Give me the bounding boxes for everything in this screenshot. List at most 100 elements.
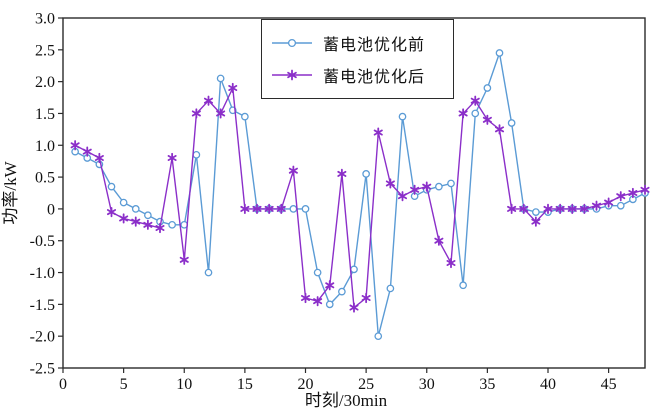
data-point-asterisk (143, 219, 153, 230)
data-point-asterisk (616, 191, 626, 202)
x-tick-label: 10 (176, 376, 192, 393)
data-point-asterisk (410, 184, 420, 195)
y-tick-label: 1.5 (35, 106, 55, 123)
data-point-circle (119, 198, 128, 207)
data-point-asterisk (543, 203, 553, 215)
data-point-asterisk (313, 296, 323, 307)
data-point-asterisk (579, 203, 589, 215)
data-point-asterisk (397, 191, 408, 202)
data-point-asterisk (531, 216, 541, 227)
data-point-asterisk (434, 235, 444, 246)
x-tick-label: 0 (59, 376, 67, 393)
data-point-circle (495, 49, 504, 57)
data-point-asterisk (591, 200, 602, 211)
y-axis-title: 功率/kW (1, 160, 20, 224)
data-point-asterisk (216, 108, 226, 119)
data-point-asterisk (70, 140, 80, 151)
data-point-asterisk (106, 206, 117, 218)
y-tick-label: 1.0 (35, 138, 55, 155)
legend-asterisk-marker-icon (272, 69, 312, 81)
data-point-asterisk (446, 257, 456, 269)
legend-box: 蓄电池优化前 蓄电池优化后 (261, 19, 454, 99)
data-point-asterisk (276, 203, 286, 215)
legend-item-after-optimization: 蓄电池优化后 (270, 63, 445, 87)
y-tick-label: 0 (47, 201, 55, 218)
data-point-circle (107, 182, 116, 191)
data-point-circle (616, 201, 625, 210)
data-point-circle (131, 205, 140, 213)
data-point-circle (192, 150, 201, 159)
data-point-asterisk (361, 292, 371, 304)
y-tick-label: 2.5 (35, 42, 55, 59)
x-tick-label: 35 (479, 376, 495, 393)
data-point-asterisk (288, 165, 298, 176)
y-tick-label: 0.5 (35, 170, 55, 187)
data-point-circle (471, 109, 480, 118)
x-tick-label: 20 (298, 376, 314, 393)
data-point-asterisk (131, 216, 141, 227)
data-point-asterisk (373, 127, 383, 138)
data-point-asterisk (203, 95, 214, 106)
data-point-asterisk (567, 203, 577, 215)
data-point-circle (398, 112, 407, 121)
legend-item-before-optimization: 蓄电池优化前 (270, 31, 445, 55)
data-point-circle (144, 211, 152, 220)
data-point-asterisk (82, 146, 92, 157)
data-point-asterisk (287, 69, 297, 81)
data-point-circle (447, 179, 455, 188)
data-point-asterisk (94, 152, 104, 164)
data-point-asterisk (604, 197, 614, 208)
data-point-asterisk (337, 168, 347, 180)
data-point-circle (325, 300, 334, 309)
data-point-circle (313, 268, 322, 277)
data-point-asterisk (422, 181, 432, 192)
data-point-circle (216, 74, 225, 83)
data-point-circle (204, 268, 213, 277)
legend-label-after-optimization: 蓄电池优化后 (323, 69, 426, 86)
data-point-asterisk (252, 203, 262, 215)
data-point-asterisk (385, 178, 395, 189)
data-point-asterisk (228, 82, 238, 94)
x-tick-label: 30 (419, 376, 435, 393)
data-point-circle (168, 220, 176, 229)
x-axis-title: 时刻/30min (305, 391, 388, 410)
data-point-circle (301, 205, 310, 213)
data-point-asterisk (264, 203, 274, 215)
data-point-circle (386, 284, 395, 293)
data-point-asterisk (179, 254, 189, 265)
y-tick-label: -2.0 (30, 329, 55, 346)
data-point-asterisk (494, 124, 505, 135)
data-point-circle (532, 208, 540, 216)
data-point-circle (350, 265, 358, 274)
data-point-circle (374, 332, 383, 341)
data-point-asterisk (349, 302, 359, 313)
y-tick-label: -1.0 (30, 265, 55, 282)
data-point-asterisk (155, 222, 165, 234)
x-tick-label: 5 (120, 376, 128, 393)
y-tick-label: -1.5 (30, 297, 55, 314)
data-point-circle (362, 170, 370, 178)
data-point-circle (435, 182, 443, 191)
x-tick-label: 45 (601, 376, 617, 393)
data-point-asterisk (628, 187, 638, 199)
x-tick-label: 15 (237, 376, 253, 393)
data-point-asterisk (640, 184, 650, 195)
x-tick-label: 40 (540, 376, 556, 393)
y-tick-label: 2.0 (35, 74, 55, 91)
data-point-asterisk (519, 203, 529, 215)
data-point-circle (459, 281, 467, 290)
series-line-after (74, 85, 646, 309)
data-point-asterisk (507, 203, 517, 215)
y-tick-label: 3.0 (35, 11, 55, 28)
data-point-circle (241, 112, 249, 121)
data-point-asterisk (191, 108, 201, 119)
data-point-asterisk (482, 114, 492, 125)
data-point-circle (507, 119, 516, 127)
data-point-asterisk (470, 95, 480, 106)
legend-label-before-optimization: 蓄电池优化前 (323, 37, 426, 54)
y-tick-label: -0.5 (30, 233, 55, 250)
y-tick-label: -2.5 (30, 361, 55, 378)
data-point-circle (289, 205, 298, 213)
